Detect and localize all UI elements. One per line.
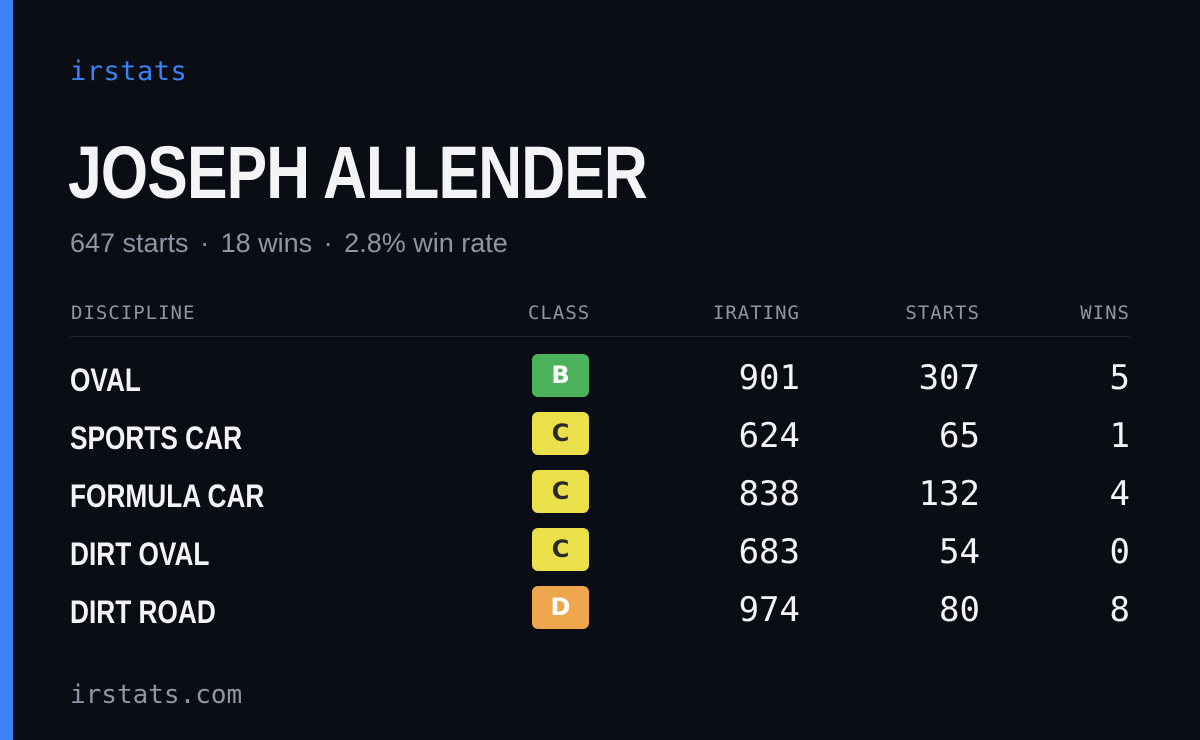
class-badge: C (532, 412, 589, 455)
row-wins: 1 (1109, 416, 1130, 456)
accent-bar (0, 0, 13, 740)
summary-starts: 647 starts (70, 228, 189, 258)
row-starts: 54 (939, 532, 980, 572)
table-row: DIRT OVAL C 683 54 0 (0, 526, 1200, 584)
row-irating: 974 (738, 590, 800, 630)
row-wins: 5 (1109, 358, 1130, 398)
class-badge: B (532, 354, 589, 397)
row-discipline: DIRT ROAD (70, 594, 216, 630)
row-starts: 307 (918, 358, 980, 398)
brand-logo: irstats (70, 56, 188, 87)
summary-separator: · (323, 228, 333, 258)
table-row: OVAL B 901 307 5 (0, 352, 1200, 410)
table-row: DIRT ROAD D 974 80 8 (0, 584, 1200, 642)
row-irating: 838 (738, 474, 800, 514)
row-starts: 65 (939, 416, 980, 456)
class-badge: C (532, 528, 589, 571)
header-starts: STARTS (905, 302, 980, 324)
summary-winrate: 2.8% win rate (344, 228, 508, 258)
summary-separator: · (200, 228, 210, 258)
summary-wins: 18 wins (220, 228, 313, 258)
row-irating: 624 (738, 416, 800, 456)
driver-name: JOSEPH ALLENDER (68, 131, 648, 214)
table-row: SPORTS CAR C 624 65 1 (0, 410, 1200, 468)
row-wins: 0 (1109, 532, 1130, 572)
row-irating: 901 (738, 358, 800, 398)
header-divider (70, 336, 1130, 337)
driver-summary: 647 starts · 18 wins · 2.8% win rate (70, 228, 508, 259)
footer-url[interactable]: irstats.com (70, 680, 243, 710)
row-wins: 8 (1109, 590, 1130, 630)
discipline-table: OVAL B 901 307 5 SPORTS CAR C 624 65 1 F… (0, 352, 1200, 642)
class-badge: D (532, 586, 589, 629)
row-starts: 132 (918, 474, 980, 514)
class-badge: C (532, 470, 589, 513)
row-wins: 4 (1109, 474, 1130, 514)
table-row: FORMULA CAR C 838 132 4 (0, 468, 1200, 526)
header-class: CLASS (528, 302, 591, 324)
header-irating: IRATING (712, 302, 800, 324)
header-wins: WINS (1080, 302, 1130, 324)
header-discipline: DISCIPLINE (71, 302, 196, 324)
row-irating: 683 (738, 532, 800, 572)
row-discipline: FORMULA CAR (70, 478, 265, 514)
row-discipline: OVAL (70, 362, 141, 398)
row-discipline: SPORTS CAR (70, 420, 243, 456)
row-discipline: DIRT OVAL (70, 536, 210, 572)
row-starts: 80 (939, 590, 980, 630)
